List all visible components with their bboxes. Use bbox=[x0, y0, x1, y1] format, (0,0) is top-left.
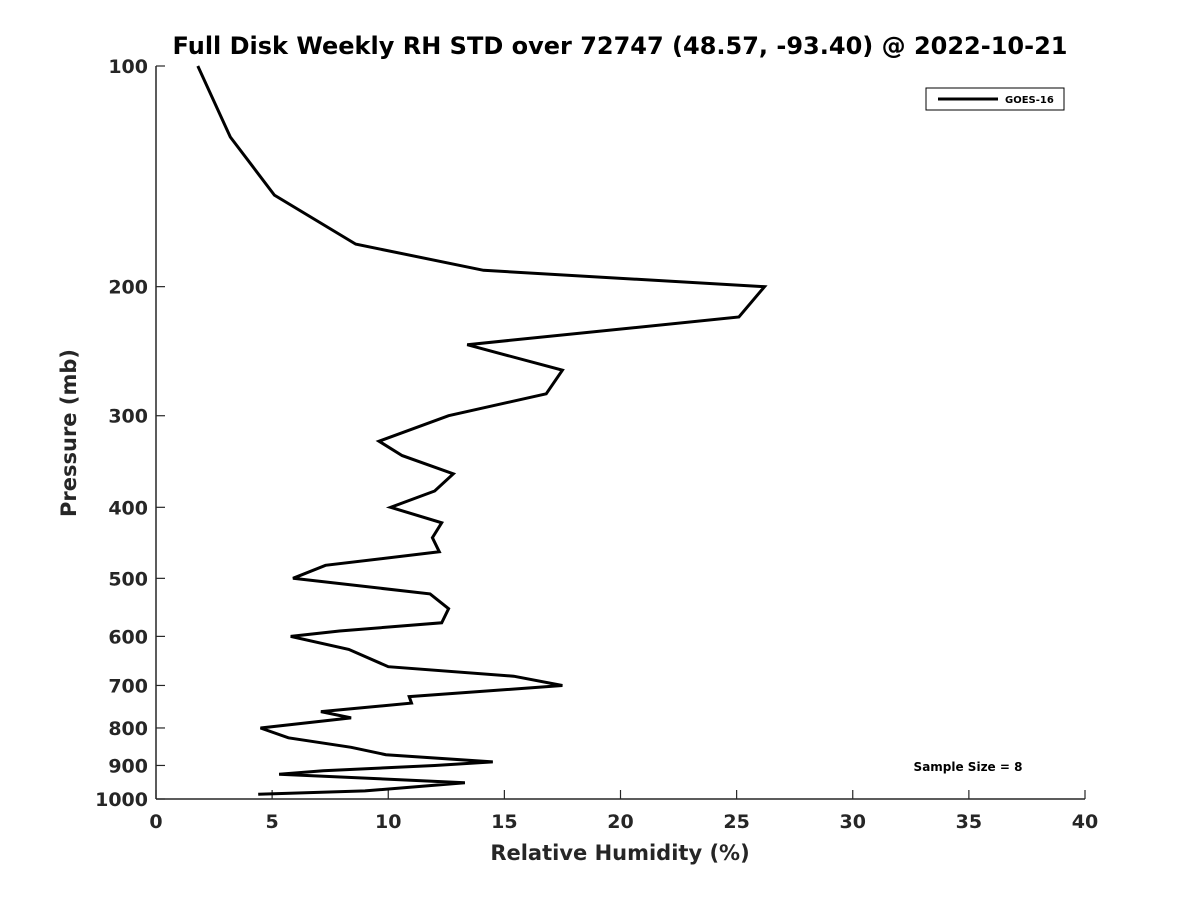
x-tick-label: 5 bbox=[266, 811, 279, 833]
y-tick-label: 900 bbox=[108, 755, 148, 777]
x-tick-label: 25 bbox=[723, 811, 749, 833]
y-tick-label: 600 bbox=[108, 626, 148, 648]
y-tick-label: 1000 bbox=[95, 789, 148, 811]
x-tick-label: 0 bbox=[149, 811, 162, 833]
chart-title: Full Disk Weekly RH STD over 72747 (48.5… bbox=[173, 32, 1068, 60]
sample-size-annotation: Sample Size = 8 bbox=[914, 760, 1023, 774]
legend: GOES-16 bbox=[925, 87, 1065, 111]
x-tick-label: 40 bbox=[1072, 811, 1098, 833]
x-tick-label: 30 bbox=[840, 811, 866, 833]
plot-axes bbox=[155, 66, 1085, 800]
axis-ticks: 0 5 10 15 20 25 30 35 40 100 200 300 400 500 600 700 800… bbox=[95, 56, 1098, 833]
x-axis-label: Relative Humidity (%) bbox=[490, 841, 749, 865]
series-line-goes-16 bbox=[196, 65, 768, 796]
y-tick-label: 700 bbox=[108, 675, 148, 697]
y-tick-label: 100 bbox=[108, 56, 148, 78]
y-axis-label: Pressure (mb) bbox=[57, 349, 81, 517]
y-tick-label: 800 bbox=[108, 718, 148, 740]
x-tick-label: 15 bbox=[491, 811, 517, 833]
y-tick-label: 500 bbox=[108, 568, 148, 590]
y-tick-label: 400 bbox=[108, 497, 148, 519]
y-tick-label: 200 bbox=[108, 277, 148, 299]
x-tick-label: 10 bbox=[375, 811, 401, 833]
x-tick-label: 20 bbox=[607, 811, 633, 833]
y-tick-label: 300 bbox=[108, 406, 148, 428]
x-tick-label: 35 bbox=[956, 811, 982, 833]
legend-entry-goes-16: GOES-16 bbox=[1005, 95, 1054, 106]
